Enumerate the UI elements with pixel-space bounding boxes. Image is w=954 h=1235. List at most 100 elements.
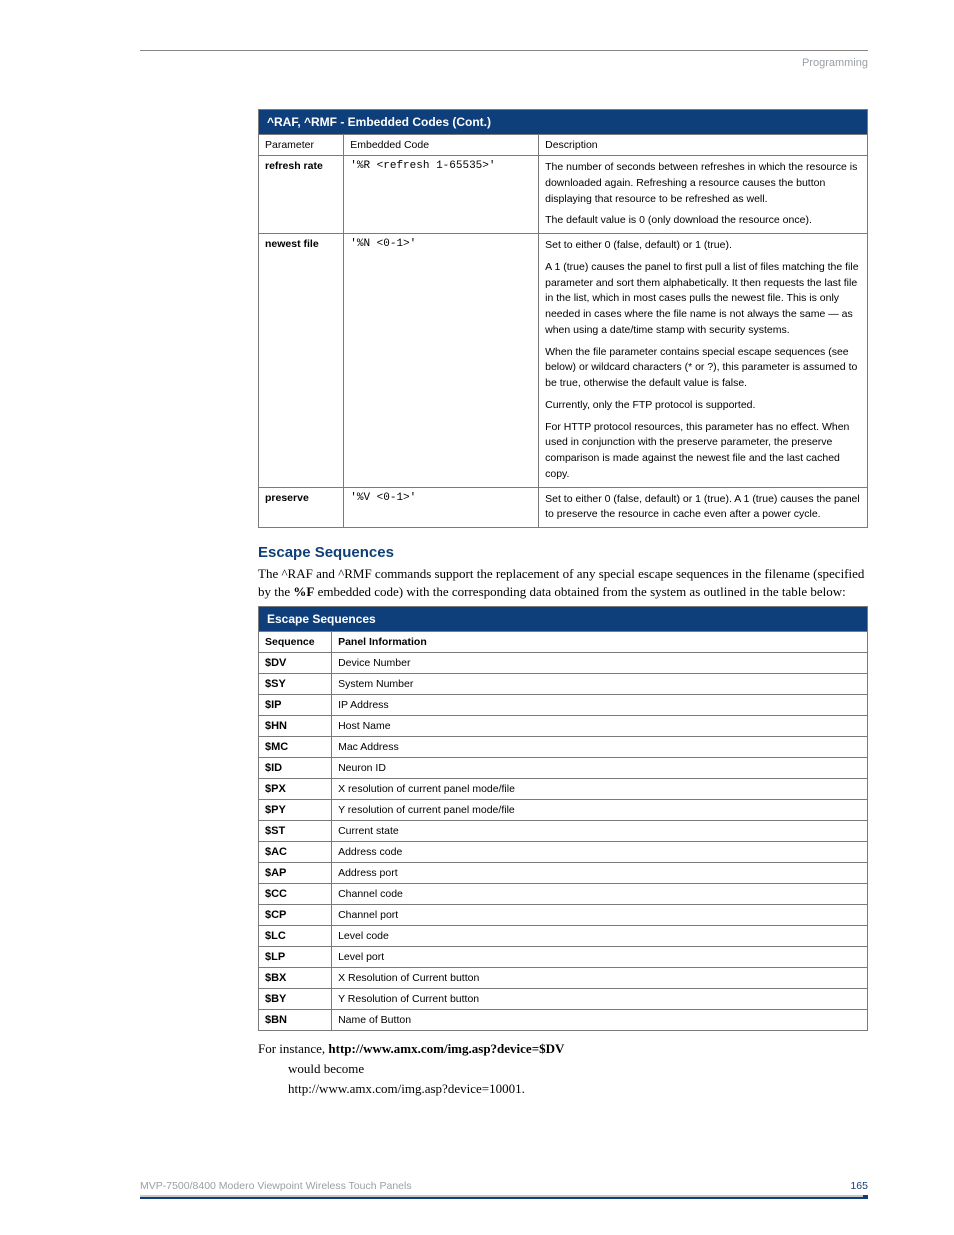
escape-cell-seq: $DV: [259, 653, 332, 674]
escape-cell-seq: $LP: [259, 947, 332, 968]
escape-table-title: Escape Sequences: [259, 607, 868, 632]
codes-cell-param: preserve: [259, 487, 344, 528]
codes-cell-code: '%R <refresh 1-65535>': [344, 156, 539, 234]
escape-cell-seq: $BY: [259, 989, 332, 1010]
codes-col-param: Parameter: [259, 135, 344, 156]
codes-cell-desc: The number of seconds between refreshes …: [539, 156, 868, 234]
escape-cell-desc: Neuron ID: [332, 758, 868, 779]
codes-col-desc: Description: [539, 135, 868, 156]
codes-cell-param: refresh rate: [259, 156, 344, 234]
table-row: $DVDevice Number: [259, 653, 868, 674]
escape-cell-desc: Device Number: [332, 653, 868, 674]
table-row: $HNHost Name: [259, 716, 868, 737]
codes-desc-para: When the file parameter contains special…: [545, 345, 861, 392]
escape-cell-desc: Y Resolution of Current button: [332, 989, 868, 1010]
footer-title: MVP-7500/8400 Modero Viewpoint Wireless …: [140, 1180, 412, 1192]
table-row: $STCurrent state: [259, 821, 868, 842]
table-row: $CCChannel code: [259, 884, 868, 905]
escape-cell-desc: X Resolution of Current button: [332, 968, 868, 989]
table-row: $IPIP Address: [259, 695, 868, 716]
table-row: refresh rate'%R <refresh 1-65535>'The nu…: [259, 156, 868, 234]
header-rule: [140, 50, 868, 51]
codes-desc-para: The number of seconds between refreshes …: [545, 160, 861, 207]
table-row: newest file'%N <0-1>' Set to either 0 (fa…: [259, 234, 868, 488]
codes-cell-desc: Set to either 0 (false, default) or 1 (t…: [539, 487, 868, 528]
escape-cell-desc: Address port: [332, 863, 868, 884]
escape-cell-desc: Host Name: [332, 716, 868, 737]
codes-table-body: refresh rate'%R <refresh 1-65535>'The nu…: [259, 156, 868, 528]
example-l1-pre: For instance,: [258, 1041, 328, 1056]
example-line-1: For instance, http://www.amx.com/img.asp…: [258, 1041, 868, 1057]
escape-intro-bold: %F: [293, 584, 314, 599]
table-row: $BXX Resolution of Current button: [259, 968, 868, 989]
escape-cell-desc: Name of Button: [332, 1010, 868, 1031]
table-row: $BNName of Button: [259, 1010, 868, 1031]
table-row: $MCMac Address: [259, 737, 868, 758]
codes-desc-para: A 1 (true) causes the panel to first pul…: [545, 260, 861, 339]
escape-cell-seq: $LC: [259, 926, 332, 947]
table-row: $IDNeuron ID: [259, 758, 868, 779]
escape-col-desc: Panel Information: [332, 632, 868, 653]
codes-col-code: Embedded Code: [344, 135, 539, 156]
escape-cell-seq: $SY: [259, 674, 332, 695]
table-row: $APAddress port: [259, 863, 868, 884]
example-l1-bold: http://www.amx.com/img.asp?device=$DV: [328, 1041, 564, 1056]
example-line-2: would become: [288, 1061, 868, 1077]
footer-page: 165: [850, 1180, 868, 1192]
escape-cell-seq: $AC: [259, 842, 332, 863]
table-row: $PXX resolution of current panel mode/fi…: [259, 779, 868, 800]
escape-intro: The ^RAF and ^RMF commands support the r…: [258, 565, 868, 600]
table-row: $SYSystem Number: [259, 674, 868, 695]
codes-desc-para: Set to either 0 (false, default) or 1 (t…: [545, 238, 861, 254]
main-content: ^RAF, ^RMF - Embedded Codes (Cont.) Para…: [258, 109, 868, 1097]
escape-cell-desc: Level port: [332, 947, 868, 968]
escape-cell-seq: $IP: [259, 695, 332, 716]
codes-cell-code: '%N <0-1>': [344, 234, 539, 488]
table-row: $CPChannel port: [259, 905, 868, 926]
table-row: $LPLevel port: [259, 947, 868, 968]
escape-cell-seq: $BX: [259, 968, 332, 989]
codes-desc-para: Set to either 0 (false, default) or 1 (t…: [545, 492, 861, 524]
escape-cell-desc: IP Address: [332, 695, 868, 716]
codes-cell-param: newest file: [259, 234, 344, 488]
escape-cell-desc: System Number: [332, 674, 868, 695]
codes-cell-desc: Set to either 0 (false, default) or 1 (t…: [539, 234, 868, 488]
escape-table: Escape Sequences Sequence Panel Informat…: [258, 606, 868, 1031]
page: Programming ^RAF, ^RMF - Embedded Codes …: [0, 0, 954, 1235]
escape-cell-desc: Current state: [332, 821, 868, 842]
escape-cell-desc: Level code: [332, 926, 868, 947]
escape-cell-seq: $BN: [259, 1010, 332, 1031]
table-row: $LCLevel code: [259, 926, 868, 947]
table-row: preserve'%V <0-1>'Set to either 0 (false…: [259, 487, 868, 528]
escape-cell-seq: $CC: [259, 884, 332, 905]
escape-heading: Escape Sequences: [258, 544, 868, 561]
table-row: $ACAddress code: [259, 842, 868, 863]
footer-line: [140, 1195, 868, 1199]
escape-col-seq: Sequence: [259, 632, 332, 653]
escape-cell-seq: $ID: [259, 758, 332, 779]
table-row: $BYY Resolution of Current button: [259, 989, 868, 1010]
codes-desc-para: Currently, only the FTP protocol is supp…: [545, 398, 861, 414]
escape-cell-seq: $PX: [259, 779, 332, 800]
codes-desc-para: For HTTP protocol resources, this parame…: [545, 420, 861, 483]
escape-table-body: $DVDevice Number$SYSystem Number$IPIP Ad…: [259, 653, 868, 1031]
escape-cell-desc: Channel port: [332, 905, 868, 926]
escape-cell-desc: Y resolution of current panel mode/file: [332, 800, 868, 821]
escape-cell-seq: $HN: [259, 716, 332, 737]
header-crumb: Programming: [140, 57, 868, 69]
escape-cell-desc: Mac Address: [332, 737, 868, 758]
escape-cell-seq: $MC: [259, 737, 332, 758]
escape-cell-seq: $AP: [259, 863, 332, 884]
codes-desc-para: The default value is 0 (only download th…: [545, 213, 861, 229]
escape-intro-post: embedded code) with the corresponding da…: [314, 584, 845, 599]
escape-cell-seq: $PY: [259, 800, 332, 821]
codes-table-title: ^RAF, ^RMF - Embedded Codes (Cont.): [259, 110, 868, 135]
embedded-codes-table: ^RAF, ^RMF - Embedded Codes (Cont.) Para…: [258, 109, 868, 528]
escape-cell-seq: $CP: [259, 905, 332, 926]
table-row: $PYY resolution of current panel mode/fi…: [259, 800, 868, 821]
example-block: For instance, http://www.amx.com/img.asp…: [258, 1041, 868, 1097]
escape-cell-desc: Address code: [332, 842, 868, 863]
page-footer: MVP-7500/8400 Modero Viewpoint Wireless …: [140, 1180, 868, 1199]
escape-cell-seq: $ST: [259, 821, 332, 842]
example-line-3: http://www.amx.com/img.asp?device=10001.: [288, 1081, 868, 1097]
